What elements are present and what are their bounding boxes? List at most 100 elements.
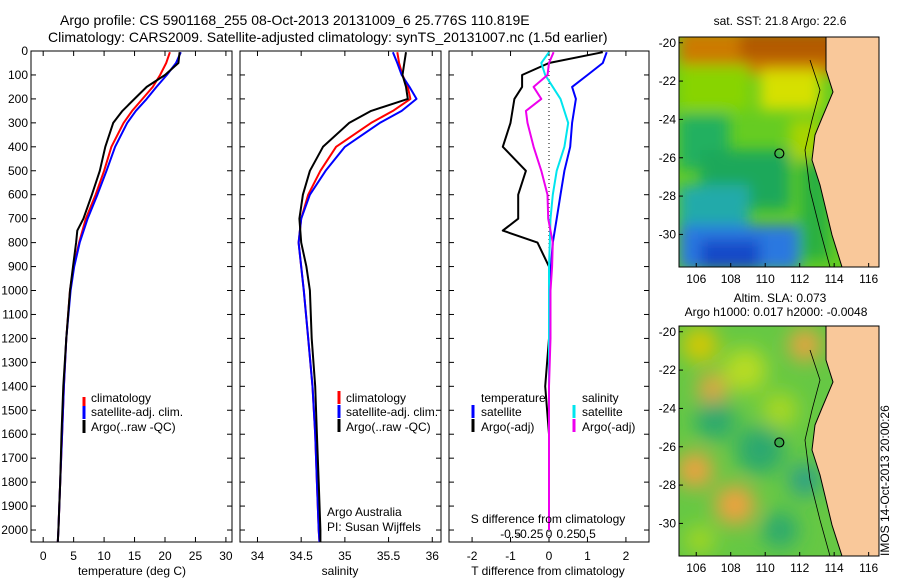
y-tick-label: 900 <box>8 260 28 274</box>
y-tick-label: 2000 <box>1 523 28 537</box>
legend-temperature-heading: temperature <box>481 391 546 405</box>
s-difference-xlabel: S difference from climatology <box>471 512 626 526</box>
difference-panel: -2 -1 0 1 2 -0.5-0.25 0 0.25 0.5 temperature sat… <box>448 50 650 578</box>
map-y-tick-label: -20 <box>659 36 677 50</box>
y-tick-label: 1400 <box>1 379 28 393</box>
map-y-tick-label: -24 <box>659 401 677 415</box>
legend-t-satellite-label: satellite <box>481 405 522 419</box>
series-line-argo-raw-qc- <box>56 52 181 543</box>
map-y-tick-label: -22 <box>659 74 677 88</box>
y-tick-label: 0 <box>21 44 28 58</box>
argo-position-marker <box>774 437 785 448</box>
x-tick-label: 34 <box>251 549 265 563</box>
map-x-tick-label: 108 <box>721 272 741 286</box>
map-x-tick-label: 116 <box>859 561 878 575</box>
x-tick-label: 15 <box>128 549 142 563</box>
salinity-annotation-line2: PI: Susan Wijffels <box>327 520 421 534</box>
x-tick-top-label: -0.25 <box>516 527 544 541</box>
sst-map-panel: sat. SST: 21.8 Argo: 22.6 106 108 110 112 11… <box>659 14 880 286</box>
argo-position-marker <box>774 148 785 159</box>
y-tick-label: 800 <box>8 236 28 250</box>
plot-title-line2: Climatology: CARS2009. Satellite-adjuste… <box>48 29 608 45</box>
x-tick-label: 2 <box>623 549 630 563</box>
map-x-tick-label: 112 <box>790 272 809 286</box>
y-tick-label: 200 <box>8 92 28 106</box>
x-tick-label: 35.5 <box>377 549 401 563</box>
series-line-satellite-adj-clim- <box>297 51 418 543</box>
sla-map-subtitle: Argo h1000: 0.017 h2000: -0.0048 <box>685 305 868 319</box>
map-y-tick-label: -30 <box>659 227 677 241</box>
y-tick-label: 1700 <box>1 451 28 465</box>
map-y-tick-label: -28 <box>659 189 677 203</box>
sst-heatmap <box>679 37 879 267</box>
y-tick-label: 700 <box>8 212 28 226</box>
temperature-panel: 0100200300400500600700800900100011001200… <box>1 44 233 578</box>
y-tick-label: 300 <box>8 116 28 130</box>
sla-map-panel: Altim. SLA: 0.073 Argo h1000: 0.017 h200… <box>659 291 880 575</box>
plot-title-line1: Argo profile: CS 5901168_255 08-Oct-2013… <box>60 12 530 28</box>
legend-argo-label: Argo(..raw -QC) <box>91 420 176 434</box>
x-tick-label: 20 <box>158 549 172 563</box>
legend-s-satellite-label: satellite <box>582 405 623 419</box>
map-x-tick-label: 106 <box>686 272 706 286</box>
salinity-xlabel: salinity <box>322 564 359 578</box>
legend-satellite-label: satellite-adj. clim. <box>346 405 438 419</box>
salinity-annotation-line1: Argo Australia <box>327 505 402 519</box>
temperature-legend: climatology satellite-adj. clim. Argo(..… <box>82 391 183 434</box>
y-tick-label: 1600 <box>1 427 28 441</box>
map-x-tick-label: 106 <box>686 561 706 575</box>
legend-climatology-label: climatology <box>346 391 406 405</box>
sst-map-frame <box>678 36 880 268</box>
y-tick-label: 1100 <box>2 307 28 321</box>
map-y-tick-label: -24 <box>659 112 677 126</box>
y-tick-label: 1000 <box>1 284 28 298</box>
y-tick-label: 1800 <box>1 475 28 489</box>
x-tick-top-label: 0.5 <box>579 527 596 541</box>
x-tick-label: 10 <box>97 549 111 563</box>
t-difference-xlabel: T difference from climatology <box>471 564 625 578</box>
x-tick-label: -1 <box>505 549 516 563</box>
map-x-tick-label: 114 <box>825 272 844 286</box>
map-y-tick-label: -20 <box>659 325 677 339</box>
map-x-tick-label: 110 <box>756 561 775 575</box>
y-tick-label: 1500 <box>1 403 28 417</box>
salinity-legend: climatology satellite-adj. clim. Argo(..… <box>337 391 438 434</box>
map-y-tick-label: -22 <box>659 363 677 377</box>
series-line-salinity-argo-adj- <box>524 51 555 530</box>
map-y-tick-label: -28 <box>659 478 677 492</box>
x-tick-top-label: 0 <box>546 527 553 541</box>
series-line-temperature-argo-adj- <box>501 51 603 530</box>
x-tick-label: 0 <box>546 549 553 563</box>
y-tick-label: 1900 <box>1 499 28 513</box>
map-x-tick-label: 114 <box>825 561 844 575</box>
temperature-xlabel: temperature (deg C) <box>78 564 186 578</box>
y-tick-label: 100 <box>8 68 28 82</box>
map-x-tick-label: 108 <box>721 561 741 575</box>
legend-argo-label: Argo(..raw -QC) <box>346 420 431 434</box>
series-line-salinity-satellite <box>540 51 570 530</box>
x-tick-label: 36 <box>426 549 440 563</box>
legend-t-argo-label: Argo(-adj) <box>481 420 534 434</box>
difference-legend: temperature satellite Argo(-adj) salinit… <box>471 391 635 434</box>
imos-timestamp-watermark: IMOS 14-Oct-2013 20:00:26 <box>878 405 892 556</box>
x-tick-top-label: -0.5 <box>500 527 521 541</box>
legend-satellite-label: satellite-adj. clim. <box>91 405 183 419</box>
x-tick-label: 1 <box>584 549 591 563</box>
series-line-argo-raw-qc- <box>298 52 409 542</box>
sla-map-title: Altim. SLA: 0.073 <box>734 291 827 305</box>
salinity-axes-frame <box>239 50 442 543</box>
y-tick-label: 1300 <box>1 355 28 369</box>
x-tick-label: 30 <box>219 549 233 563</box>
legend-s-argo-label: Argo(-adj) <box>582 420 635 434</box>
x-tick-label: 25 <box>189 549 203 563</box>
map-x-tick-label: 112 <box>790 561 809 575</box>
x-tick-label: 34.5 <box>289 549 313 563</box>
map-x-tick-label: 116 <box>859 272 878 286</box>
map-y-tick-label: -26 <box>659 440 677 454</box>
y-tick-label: 1200 <box>1 331 28 345</box>
y-tick-label: 400 <box>8 140 28 154</box>
sst-map-title: sat. SST: 21.8 Argo: 22.6 <box>714 14 847 28</box>
x-tick-top-label: 0.25 <box>557 527 581 541</box>
x-tick-label: -2 <box>467 549 478 563</box>
